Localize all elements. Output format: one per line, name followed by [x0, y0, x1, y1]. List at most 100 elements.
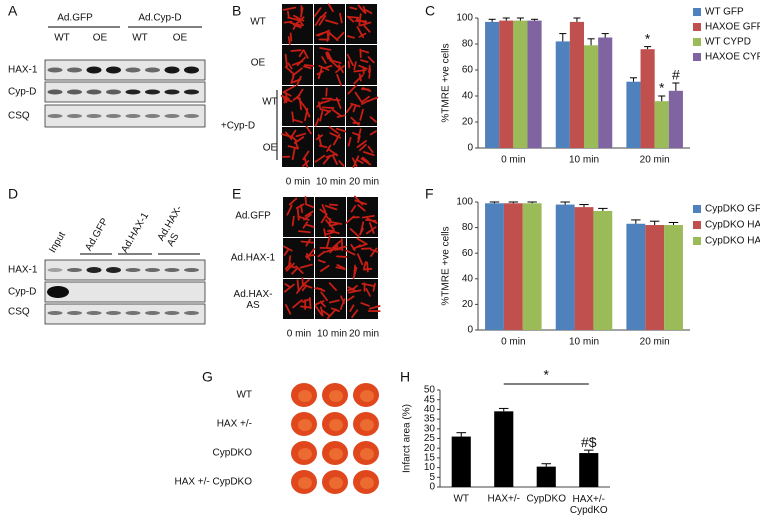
cell: [367, 96, 379, 103]
legend-swatch: [693, 23, 701, 31]
cell: [290, 129, 297, 138]
lane-label: Ad.GFP: [83, 216, 110, 253]
bar: [522, 203, 542, 330]
y-tick-label: 40: [462, 273, 474, 284]
cell: [303, 157, 309, 168]
cell: [356, 237, 368, 245]
cell: [328, 203, 339, 207]
y-tick-label: 30: [424, 423, 436, 434]
cell: [330, 222, 340, 227]
cell: [321, 56, 327, 64]
cell: [346, 53, 354, 67]
cell: [350, 205, 357, 213]
cell: [340, 295, 345, 304]
row-label: WT: [250, 17, 266, 28]
blot-band: [67, 67, 82, 73]
cell: [345, 249, 356, 256]
cell: [283, 283, 295, 293]
cell: [363, 24, 371, 33]
cell: [304, 196, 308, 206]
panel-label: F: [425, 186, 434, 202]
cell: [334, 247, 343, 251]
legend-label: CypDKO HAX-1: [705, 220, 760, 231]
time-label: 20 min: [349, 177, 379, 188]
cell: [301, 284, 308, 292]
cell: [367, 145, 374, 154]
x-tick-label: 0 min: [501, 155, 525, 166]
cell: [298, 97, 302, 111]
x-tick-label: 0 min: [501, 337, 525, 348]
cell: [325, 153, 338, 158]
cell: [366, 226, 377, 235]
cell: [325, 231, 335, 236]
cell: [298, 49, 305, 58]
cell: [361, 156, 370, 163]
row-label: CypDKO: [213, 448, 253, 459]
cell: [319, 110, 324, 122]
time-label: 10 min: [316, 177, 346, 188]
y-tick-label: 80: [462, 39, 474, 50]
cell: [282, 245, 293, 252]
x-tick-label: 20 min: [640, 337, 670, 348]
blot-strip: [44, 59, 206, 81]
blot-band: [164, 89, 180, 95]
lane-label: Ad.HAX-1: [119, 210, 151, 254]
annotation: *: [544, 367, 550, 383]
group-label: +Cyp-D: [221, 121, 255, 132]
cell: [317, 134, 323, 148]
cell: [359, 49, 370, 54]
cell: [314, 15, 322, 27]
cell: [339, 12, 343, 24]
blot-band: [145, 67, 160, 73]
cell: [297, 215, 310, 221]
cell: [369, 130, 377, 136]
cell: [317, 259, 326, 264]
cell: [291, 267, 299, 275]
blot-strip: [44, 81, 206, 103]
cell: [304, 106, 311, 118]
cell: [320, 306, 324, 317]
cell: [329, 132, 342, 139]
cell: [353, 195, 364, 206]
cell: [326, 308, 337, 320]
cell: [336, 255, 349, 258]
cell: [287, 145, 299, 150]
bar: [536, 466, 556, 487]
time-label: 0 min: [287, 329, 311, 340]
y-axis-label: %TMRE +ve cells: [441, 43, 452, 122]
cell: [346, 287, 355, 292]
cell: [359, 108, 364, 121]
blot-band: [86, 267, 102, 273]
cell: [295, 16, 305, 25]
cell: [356, 253, 364, 266]
cell: [336, 264, 345, 270]
heart-slice-core: [329, 448, 343, 460]
x-tick-label: 20 min: [640, 155, 670, 166]
cell: [332, 60, 342, 64]
row-label: CSQ: [8, 111, 30, 122]
cell: [314, 287, 323, 290]
cell: [335, 97, 342, 109]
legend-label: CypDKO GFP: [705, 204, 760, 215]
bar: [626, 223, 646, 330]
cell: [294, 140, 299, 150]
cell: [347, 84, 358, 95]
cell: [340, 237, 344, 252]
legend-swatch: [693, 53, 701, 61]
cell: [301, 298, 311, 303]
cell: [319, 47, 332, 51]
cell: [352, 155, 360, 168]
cell: [325, 19, 339, 25]
cell: [320, 264, 330, 272]
cell: [348, 289, 362, 294]
blot-band: [106, 311, 121, 315]
legend-label: CypDKO HAX-1AS: [705, 236, 760, 247]
cell: [338, 160, 345, 167]
cell: [345, 103, 354, 114]
cell: [317, 66, 323, 80]
micro-image: [346, 45, 377, 85]
cell: [330, 60, 340, 69]
cell: [346, 295, 355, 302]
blot-strip: [44, 104, 206, 128]
cell: [287, 35, 291, 46]
